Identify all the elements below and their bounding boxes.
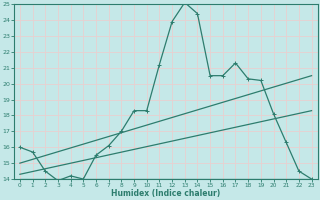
X-axis label: Humidex (Indice chaleur): Humidex (Indice chaleur) — [111, 189, 220, 198]
